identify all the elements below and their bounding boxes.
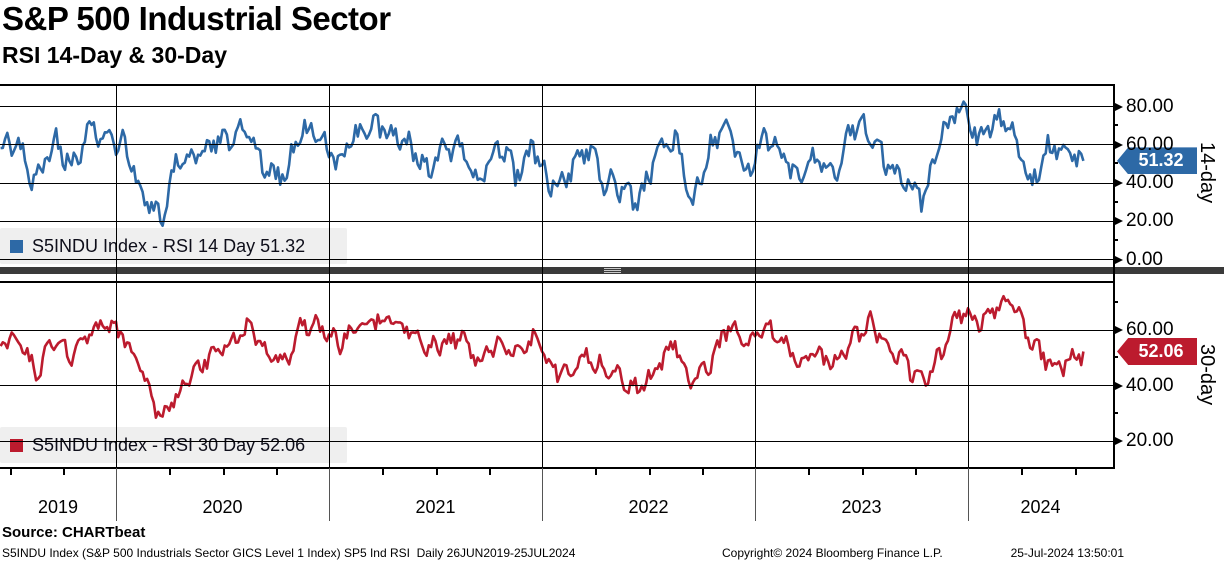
x-year-separator [116,468,117,521]
x-year-separator [755,468,756,521]
y-tick-arrow-icon [1113,436,1123,446]
legend-label-rsi-30: S5INDU Index - RSI 30 Day 52.06 [32,434,306,455]
x-tick-quarter [169,468,172,475]
footer-description: S5INDU Index (S&P 500 Industrials Sector… [2,546,576,560]
y-tick-arrow-icon [1113,254,1123,265]
panel-top-frame [0,84,1113,86]
panel-top-frame [0,281,1113,283]
x-tick-quarter [435,468,438,475]
x-axis-year-label: 2023 [841,497,882,517]
y-axis-tick-label: 60.00 [1126,319,1174,340]
y-tick-arrow-icon [1113,380,1123,391]
y-tick-minor [1113,356,1118,359]
y-tick-minor [1113,411,1118,414]
y-tick-arrow-icon [1113,178,1123,188]
y-axis-tick-label: 40.00 [1126,172,1174,193]
y-tick-arrow-icon [1113,325,1123,335]
gridline-year [968,84,969,468]
gridline-horizontal [0,144,1113,146]
y-tick-arrow-icon [1113,101,1123,112]
splitter-grip-icon[interactable] [604,268,621,273]
x-tick-quarter [1021,468,1024,475]
gridline-horizontal [0,182,1113,184]
x-axis-year-label: 2019 [37,497,79,517]
x-axis-year-label: 2024 [1020,497,1061,517]
x-year-separator [542,468,543,521]
x-tick-quarter [1074,468,1077,475]
gridline-horizontal [0,259,1113,260]
legend-rsi-30[interactable]: S5INDU Index - RSI 30 Day 52.06 [0,427,347,463]
y-tick-minor [1113,200,1118,203]
gridline-horizontal [0,385,1113,386]
gridline-horizontal [0,329,1113,331]
footer-copyright: Copyright© 2024 Bloomberg Finance L.P. [722,546,943,560]
x-axis-year-label: 2020 [202,497,243,517]
gridline-year [116,84,117,468]
x-axis-year-label: 2022 [628,497,669,517]
x-tick-quarter [808,468,811,475]
page-subtitle: RSI 14-Day & 30-Day [2,42,227,68]
axis-title-30-day: 30-day [1196,343,1218,406]
x-tick-quarter [648,468,651,475]
y-axis-tick-label: 20.00 [1126,430,1174,451]
x-tick-quarter [701,468,704,475]
y-tick-minor [1113,124,1118,127]
y-axis-tick-label: 0.00 [1126,248,1163,270]
y-axis-spine [1113,84,1115,468]
last-value-badge-rsi-14: 51.32 [1117,147,1197,175]
x-tick-quarter [62,468,65,475]
legend-label-rsi-14: S5INDU Index - RSI 14 Day 51.32 [32,235,306,256]
x-tick-quarter [222,468,225,475]
legend-rsi-14[interactable]: S5INDU Index - RSI 14 Day 51.32 [0,228,347,264]
footer-datetime: 25-Jul-2024 13:50:01 [1010,546,1124,560]
page-title: S&P 500 Industrial Sector [2,0,391,37]
gridline-year [542,84,543,468]
x-year-separator [329,468,330,521]
x-tick-quarter [275,468,278,475]
last-value-badge-rsi-30: 52.06 [1117,338,1197,365]
x-year-separator [968,468,969,521]
y-tick-minor [1113,162,1118,165]
y-tick-minor [1113,300,1118,303]
x-tick-quarter [9,468,12,475]
y-tick-minor [1113,238,1118,241]
y-axis-tick-label: 80.00 [1126,95,1174,117]
x-axis-year-label: 2021 [415,497,456,517]
legend-swatch-red-icon [10,438,23,452]
y-tick-arrow-icon [1113,139,1123,150]
x-tick-quarter [488,468,491,475]
gridline-year [329,84,330,468]
y-axis-tick-label: 60.00 [1126,133,1174,155]
x-tick-quarter [595,468,598,475]
y-axis-tick-label: 40.00 [1126,374,1174,396]
x-tick-quarter [382,468,385,475]
y-tick-arrow-icon [1113,216,1123,227]
gridline-horizontal [0,106,1113,107]
gridline-horizontal [0,220,1113,222]
legend-swatch-blue-icon [10,239,23,253]
x-tick-quarter [914,468,917,475]
axis-title-14-day: 14-day [1196,142,1218,204]
y-axis-tick-label: 20.00 [1126,210,1174,232]
x-axis-line [0,467,1115,469]
gridline-horizontal [0,440,1113,442]
x-tick-quarter [861,468,864,475]
gridline-year [755,84,756,468]
source-label: Source: CHARTbeat [2,524,146,541]
